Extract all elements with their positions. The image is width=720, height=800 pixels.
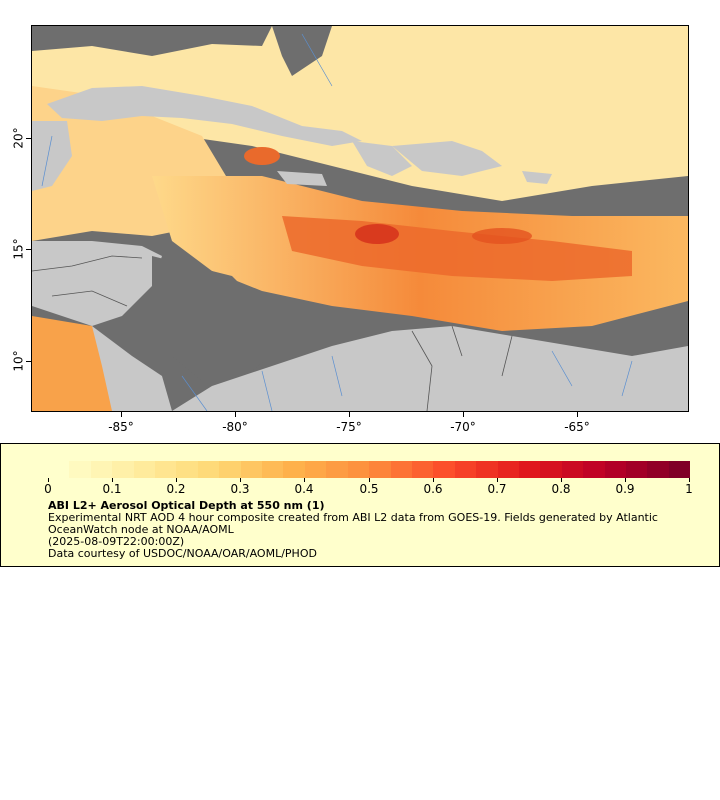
- y-tick-mark: [26, 249, 31, 250]
- land-central-america: [32, 241, 162, 326]
- y-tick-mark: [26, 361, 31, 362]
- colorbar-tick: [433, 478, 434, 482]
- x-axis-label: -85°: [108, 420, 134, 434]
- colorbar-tick: [497, 478, 498, 482]
- masked-gulf: [32, 26, 272, 56]
- land-puerto-rico: [522, 171, 552, 184]
- colorbar-label: 0.9: [615, 482, 635, 496]
- x-axis-label: -75°: [336, 420, 362, 434]
- colorbar-segment: [347, 461, 370, 478]
- colorbar-tick: [112, 478, 113, 482]
- colorbar-segment: [197, 461, 220, 478]
- colorbar-tick: [561, 478, 562, 482]
- legend-timestamp: (2025-08-09T22:00:00Z): [48, 535, 185, 548]
- colorbar-segment: [433, 461, 455, 478]
- colorbar-segment: [518, 461, 541, 478]
- colorbar-segment: [369, 461, 391, 478]
- colorbar-tick: [369, 478, 370, 482]
- colorbar: [48, 461, 691, 478]
- colorbar-segment: [326, 461, 348, 478]
- colorbar-segment: [283, 461, 305, 478]
- x-axis-label: -70°: [450, 420, 476, 434]
- colorbar-label: 0.2: [166, 482, 186, 496]
- colorbar-tick: [689, 478, 690, 482]
- rivers: [41, 33, 633, 411]
- colorbar-segment: [454, 461, 477, 478]
- colorbar-label: 1: [685, 482, 693, 496]
- land-haiti: [352, 141, 412, 176]
- colorbar-segment: [176, 461, 198, 478]
- colorbar-segment: [411, 461, 434, 478]
- colorbar-segment: [133, 461, 156, 478]
- land-jamaica: [277, 171, 327, 186]
- x-tick-mark: [349, 412, 350, 417]
- legend-text: ABI L2+ Aerosol Optical Depth at 550 nm …: [48, 500, 693, 560]
- colorbar-label: 0.1: [102, 482, 122, 496]
- y-axis-label: 10°: [11, 350, 26, 372]
- land-south-america: [172, 326, 688, 411]
- aod-hotspot-2: [244, 147, 280, 165]
- colorbar-label: 0.4: [294, 482, 314, 496]
- colorbar-label: 0.3: [230, 482, 250, 496]
- colorbar-segment: [90, 461, 113, 478]
- colorbar-label: 0.8: [551, 482, 571, 496]
- colorbar-segment: [476, 461, 498, 478]
- x-tick-mark: [463, 412, 464, 417]
- colorbar-tick: [240, 478, 241, 482]
- land-hispaniola: [392, 141, 502, 176]
- colorbar-segment: [583, 461, 605, 478]
- colorbar-segment: [112, 461, 134, 478]
- colorbar-segment: [155, 461, 177, 478]
- colorbar-segment: [304, 461, 327, 478]
- colorbar-segment: [647, 461, 669, 478]
- colorbar-tick: [176, 478, 177, 482]
- aod-field-north: [32, 26, 688, 201]
- x-axis-label: -80°: [222, 420, 248, 434]
- colorbar-segment: [262, 461, 284, 478]
- land-panama: [92, 326, 172, 411]
- legend-credit: Data courtesy of USDOC/NOAA/OAR/AOML/PHO…: [48, 547, 317, 560]
- colorbar-label: 0.5: [359, 482, 379, 496]
- aod-hotspot: [355, 224, 399, 244]
- colorbar-segment: [390, 461, 412, 478]
- y-axis-label: 20°: [11, 127, 26, 149]
- colorbar-label: 0.6: [423, 482, 443, 496]
- colorbar-tick: [304, 478, 305, 482]
- legend-description: Experimental NRT AOD 4 hour composite cr…: [48, 511, 658, 536]
- x-tick-mark: [121, 412, 122, 417]
- x-tick-mark: [577, 412, 578, 417]
- y-tick-mark: [26, 138, 31, 139]
- x-axis-label: -65°: [564, 420, 590, 434]
- colorbar-segment: [604, 461, 626, 478]
- colorbar-label: 0.7: [487, 482, 507, 496]
- colorbar-segment: [561, 461, 584, 478]
- aod-map: [31, 25, 689, 412]
- legend-title: ABI L2+ Aerosol Optical Depth at 550 nm …: [48, 499, 325, 512]
- political-borders: [32, 255, 513, 411]
- masked-north: [272, 26, 332, 76]
- map-canvas: [32, 26, 688, 411]
- colorbar-segment: [240, 461, 263, 478]
- colorbar-segment: [625, 461, 648, 478]
- y-axis-label: 15°: [11, 238, 26, 260]
- colorbar-segment: [48, 461, 70, 478]
- colorbar-segment: [540, 461, 562, 478]
- land-cuba: [47, 86, 362, 146]
- land-yucatan: [32, 121, 72, 191]
- colorbar-tick: [625, 478, 626, 482]
- colorbar-segment: [497, 461, 519, 478]
- colorbar-label: 0: [44, 482, 52, 496]
- legend-panel: 0 0.1 0.2 0.3 0.4 0.5 0.6 0.7 0.8 0.9 1 …: [0, 443, 720, 567]
- colorbar-segment: [219, 461, 241, 478]
- colorbar-segment: [69, 461, 91, 478]
- colorbar-tick: [48, 478, 49, 482]
- x-tick-mark: [235, 412, 236, 417]
- colorbar-segment: [668, 461, 691, 478]
- masked-caribbean-sw: [152, 256, 282, 381]
- aod-hotspot-3: [472, 228, 532, 244]
